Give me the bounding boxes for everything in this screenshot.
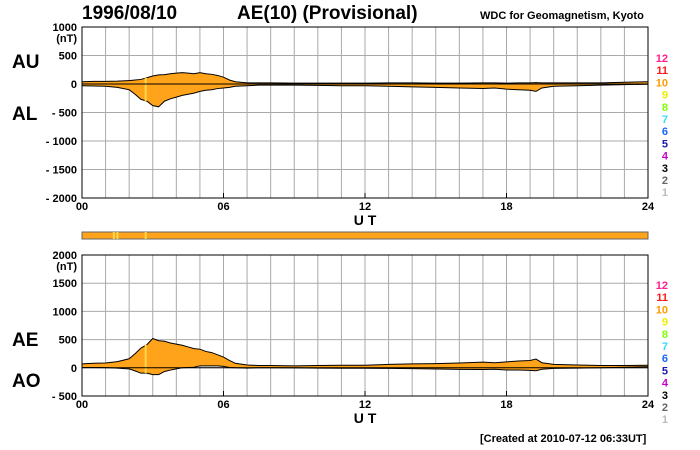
ae-ao-y-tick-label: 500	[59, 335, 77, 347]
au-al-x-tick-label: 24	[642, 201, 655, 213]
station-legend-2-upper: 2	[662, 175, 668, 187]
station-legend-10-lower: 10	[656, 304, 668, 316]
au-al-y-tick-label: 500	[59, 51, 77, 63]
ae-ao-x-tick-label: 12	[359, 399, 371, 411]
au-al-x-title: U T	[354, 212, 377, 228]
ae-ao-y-tick-label: 2000	[53, 250, 77, 262]
au-al-y-tick-label: - 2000	[46, 193, 77, 205]
station-availability-bar	[81, 231, 649, 240]
station-availability-mark	[116, 232, 119, 239]
ae-ao-area	[82, 338, 648, 375]
au-line	[81, 72, 649, 84]
station-legend-11-upper: 11	[656, 65, 668, 77]
station-legend-12-upper: 12	[656, 53, 668, 65]
station-legend-1-upper: 1	[662, 187, 668, 199]
created-timestamp: [Created at 2010-07-12 06:33UT]	[480, 433, 647, 445]
au-al-y-tick-label: - 1000	[46, 136, 77, 148]
station-legend-5-lower: 5	[662, 365, 668, 377]
au-al-x-tick-label: 06	[217, 201, 229, 213]
station-legend-3-lower: 3	[662, 390, 668, 402]
station-legend-1-lower: 1	[662, 414, 668, 426]
station-legend-6-upper: 6	[662, 126, 668, 138]
station-legend-10-upper: 10	[656, 77, 668, 89]
ae-ao-x-title: U T	[354, 410, 377, 426]
ao-label: AO	[12, 371, 41, 392]
source-label: WDC for Geomagnetism, Kyoto	[480, 10, 644, 22]
ae-line	[81, 337, 649, 367]
ae-ao-x-tick-label: 18	[500, 399, 512, 411]
station-legend-9-lower: 9	[662, 317, 668, 329]
ae-ao-x-tick-label: 24	[642, 399, 655, 411]
ae-ao-x-tick-label: 00	[76, 399, 88, 411]
station-legend-5-upper: 5	[662, 138, 668, 150]
ae-ao-y-tick-label: 1000	[53, 306, 77, 318]
station-legend-4-lower: 4	[662, 378, 669, 390]
station-legend-8-upper: 8	[662, 102, 668, 114]
station-legend-6-lower: 6	[662, 353, 668, 365]
au-al-x-tick-label: 12	[359, 201, 371, 213]
al-label: AL	[12, 104, 38, 125]
station-legend-3-upper: 3	[662, 163, 668, 175]
station-availability-mark	[112, 232, 115, 239]
al-line	[81, 83, 649, 108]
station-legend-2-lower: 2	[662, 402, 668, 414]
station-legend-12-lower: 12	[656, 280, 668, 292]
station-legend-4-upper: 4	[662, 151, 669, 163]
ae-ao-y-tick-label: 1500	[53, 278, 77, 290]
station-legend-7-lower: 7	[662, 341, 668, 353]
ae-ao-x-tick-label: 06	[217, 399, 229, 411]
ae-ao-y-tick-label: - 500	[52, 391, 77, 403]
station-legend-9-upper: 9	[662, 90, 668, 102]
au-al-y-unit: (nT)	[56, 33, 77, 45]
ae-label: AE	[12, 330, 39, 351]
au-al-y-tick-label: - 500	[52, 108, 77, 120]
date-title: 1996/08/10	[82, 3, 178, 24]
ae-ao-y-tick-label: 0	[71, 363, 77, 375]
station-legend-7-upper: 7	[662, 114, 668, 126]
station-legend-11-lower: 11	[656, 292, 668, 304]
station-availability-mark	[144, 232, 147, 239]
au-label: AU	[12, 52, 40, 73]
station-legend-8-lower: 8	[662, 329, 668, 341]
au-al-x-tick-label: 00	[76, 201, 88, 213]
au-al-x-tick-label: 18	[500, 201, 512, 213]
au-al-y-tick-label: - 1500	[46, 165, 77, 177]
index-title: AE(10) (Provisional)	[237, 3, 418, 24]
au-al-area	[82, 72, 648, 107]
au-al-y-tick-label: 1000	[53, 22, 77, 34]
au-al-y-tick-label: 0	[71, 79, 77, 91]
ae-ao-y-unit: (nT)	[56, 261, 77, 273]
